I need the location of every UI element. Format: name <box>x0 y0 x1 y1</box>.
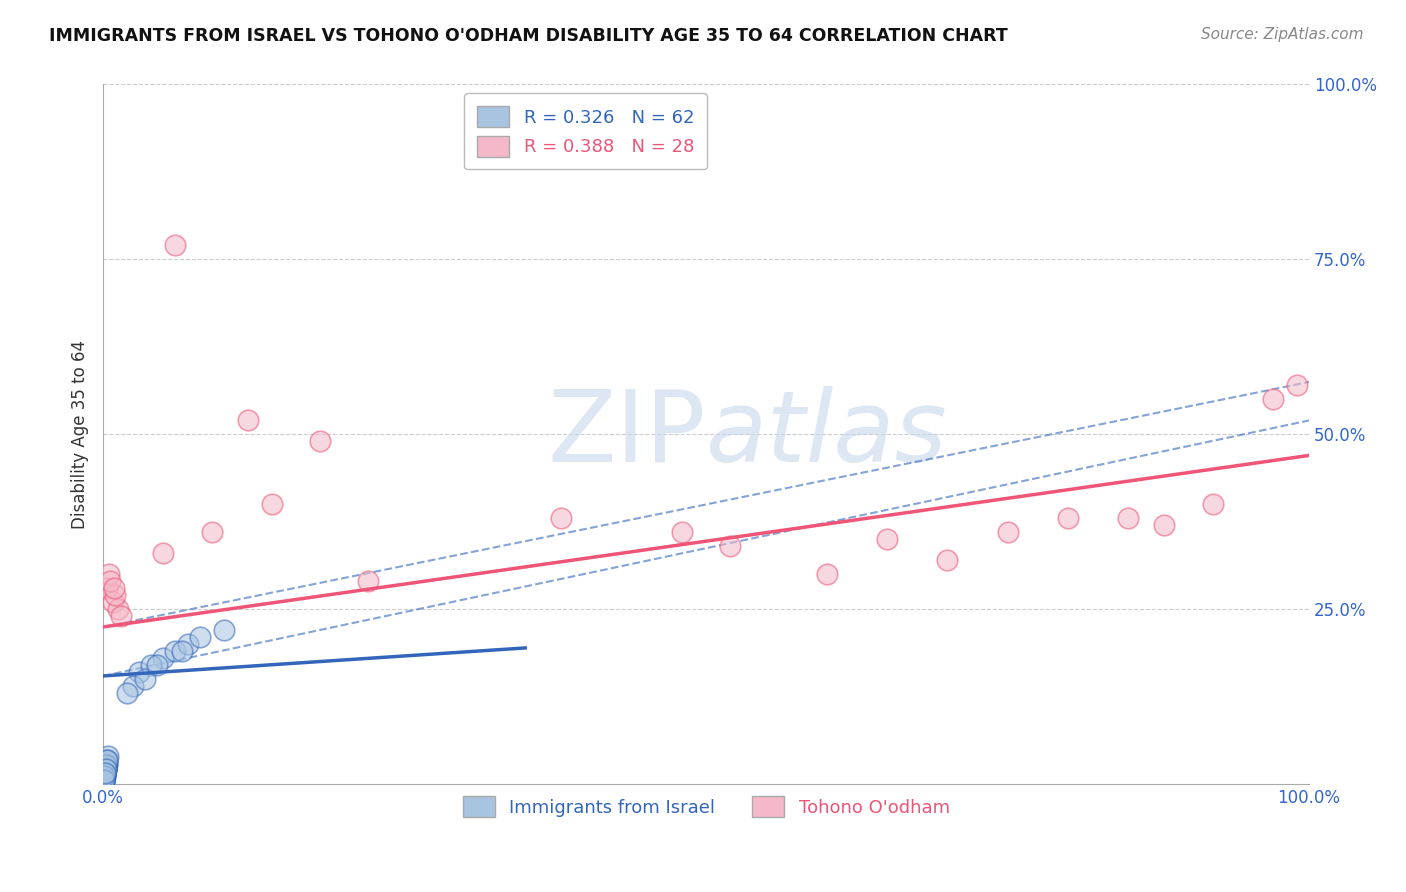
Point <box>94 757 117 772</box>
Point <box>94 757 117 772</box>
Point <box>93 773 115 788</box>
Point <box>93 771 115 785</box>
Point <box>1285 378 1308 392</box>
Point <box>93 772 115 786</box>
Point <box>93 771 115 785</box>
Point <box>146 658 169 673</box>
Point <box>96 753 118 767</box>
Point <box>96 757 118 772</box>
Point <box>94 766 117 780</box>
Point <box>165 238 187 252</box>
Point <box>201 525 224 540</box>
Point <box>96 756 118 771</box>
Point <box>260 498 283 512</box>
Point <box>134 673 156 687</box>
Point <box>236 413 259 427</box>
Point <box>103 582 125 596</box>
Point <box>117 686 139 700</box>
Point <box>141 658 163 673</box>
Point <box>93 773 115 788</box>
Point <box>94 766 117 780</box>
Point <box>550 511 572 525</box>
Point <box>93 769 115 783</box>
Point <box>94 762 117 776</box>
Point <box>176 637 198 651</box>
Point <box>94 762 117 776</box>
Point <box>93 767 115 781</box>
Point <box>93 769 115 783</box>
Point <box>94 762 117 776</box>
Point <box>94 766 117 780</box>
Point <box>671 525 693 540</box>
Point <box>128 665 150 680</box>
Point <box>170 644 193 658</box>
Point <box>110 609 132 624</box>
Point <box>94 766 117 780</box>
Point <box>104 589 127 603</box>
Point <box>94 766 117 780</box>
Point <box>1153 518 1175 533</box>
Point <box>1201 498 1223 512</box>
Point <box>876 533 898 547</box>
Point <box>93 769 115 783</box>
Text: atlas: atlas <box>706 386 948 483</box>
Point <box>93 769 115 783</box>
Point <box>94 764 117 779</box>
Point <box>122 680 145 694</box>
Point <box>936 553 959 567</box>
Point <box>93 769 115 783</box>
Point <box>107 602 129 616</box>
Point <box>94 762 117 776</box>
Point <box>101 595 124 609</box>
Point <box>1116 511 1139 525</box>
Point <box>93 769 115 783</box>
Point <box>93 771 115 785</box>
Text: IMMIGRANTS FROM ISRAEL VS TOHONO O'ODHAM DISABILITY AGE 35 TO 64 CORRELATION CHA: IMMIGRANTS FROM ISRAEL VS TOHONO O'ODHAM… <box>49 27 1008 45</box>
Point <box>97 749 120 764</box>
Point <box>997 525 1019 540</box>
Point <box>93 772 115 787</box>
Point <box>94 766 117 780</box>
Point <box>93 772 115 787</box>
Point <box>309 434 332 449</box>
Point <box>152 546 174 560</box>
Y-axis label: Disability Age 35 to 64: Disability Age 35 to 64 <box>72 340 89 529</box>
Point <box>357 574 380 589</box>
Point <box>93 769 115 783</box>
Text: ZIP: ZIP <box>548 386 706 483</box>
Point <box>212 624 235 638</box>
Legend: Immigrants from Israel, Tohono O'odham: Immigrants from Israel, Tohono O'odham <box>456 789 957 824</box>
Point <box>93 772 115 787</box>
Text: Source: ZipAtlas.com: Source: ZipAtlas.com <box>1201 27 1364 42</box>
Point <box>93 772 115 786</box>
Point <box>165 644 187 658</box>
Point <box>188 631 211 645</box>
Point <box>94 764 117 778</box>
Point <box>152 651 174 665</box>
Point <box>98 567 121 582</box>
Point <box>96 582 118 596</box>
Point <box>1261 392 1284 407</box>
Point <box>94 769 117 783</box>
Point <box>93 769 115 783</box>
Point <box>96 753 118 767</box>
Point <box>94 760 117 774</box>
Point <box>718 540 741 554</box>
Point <box>93 772 115 787</box>
Point <box>94 762 117 776</box>
Point <box>93 769 115 783</box>
Point <box>93 769 115 783</box>
Point <box>94 764 117 779</box>
Point <box>94 757 117 772</box>
Point <box>93 772 115 787</box>
Point <box>93 772 115 787</box>
Point <box>94 766 117 780</box>
Point <box>1057 511 1080 525</box>
Point <box>98 574 121 589</box>
Point <box>93 766 115 780</box>
Point <box>815 567 838 582</box>
